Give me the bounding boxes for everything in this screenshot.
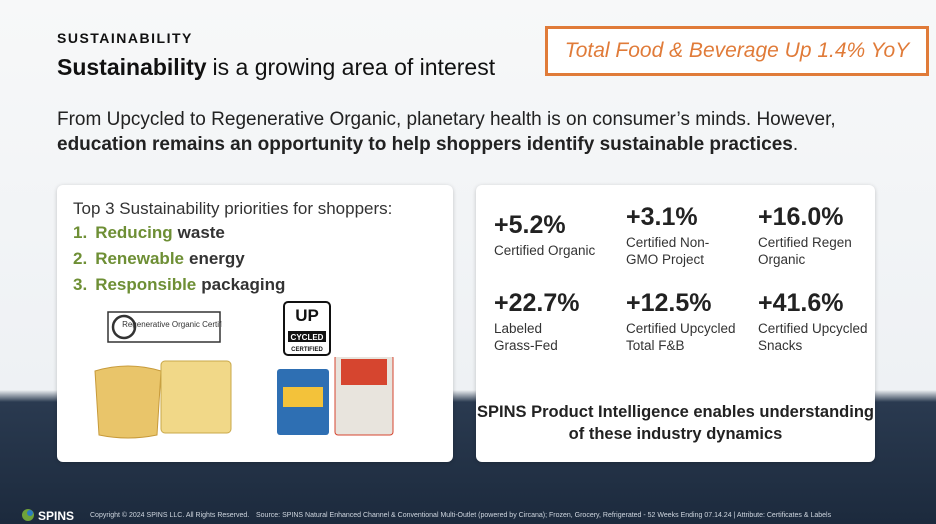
stat-label-line: Certified Upcycled (626, 321, 736, 336)
upcycled-badge: UP CYCLED CERTIFIED (283, 301, 331, 356)
stat-label: Certified Upcycled Snacks (758, 320, 883, 354)
priority-item: 1. Reducing waste (73, 223, 225, 243)
priority-highlight: Responsible (95, 275, 197, 294)
stat-label-line: Total F&B (626, 338, 685, 353)
footer-source: Source: SPINS Natural Enhanced Channel &… (256, 512, 832, 519)
stat-label-line: GMO Project (626, 252, 705, 267)
priorities-title: Top 3 Sustainability priorities for shop… (73, 199, 393, 218)
upcycled-certified: CERTIFIED (291, 347, 323, 353)
priority-item: 2. Renewable energy (73, 249, 245, 269)
intro-end: . (792, 134, 799, 155)
stat-value: +12.5% (626, 289, 712, 317)
stat-value: +22.7% (494, 289, 580, 317)
stat: +5.2% Certified Organic (494, 211, 619, 259)
stat: +41.6% Certified Upcycled Snacks (758, 289, 883, 354)
intro: From Upcycled to Regenerative Organic, p… (57, 107, 907, 157)
stat: +3.1% Certified Non- GMO Project (626, 203, 751, 268)
intro-bold: education remains an opportunity to help… (57, 134, 793, 155)
stat-label-line: Labeled (494, 321, 543, 336)
stat-label: Labeled Grass-Fed (494, 320, 619, 354)
regen-badge-text: Regenerative Organic Certified (122, 320, 222, 329)
stat-label-line: Certified Regen (758, 235, 852, 250)
priority-highlight: Reducing (95, 223, 173, 242)
priority-rest: packaging (201, 275, 286, 294)
stat-label: Certified Non- GMO Project (626, 234, 751, 268)
priority-number: 1. (73, 223, 88, 242)
stat-label-line: Grass-Fed (494, 338, 558, 353)
title-rest: is a growing area of interest (212, 54, 496, 80)
priority-number: 2. (73, 249, 88, 268)
priority-item: 3. Responsible packaging (73, 275, 285, 295)
priority-rest: energy (189, 249, 245, 268)
stats-card: SPINS Product Intelligence enables under… (476, 185, 875, 462)
product-images (94, 357, 394, 439)
intro-text: From Upcycled to Regenerative Organic, p… (57, 109, 836, 130)
stat: +12.5% Certified Upcycled Total F&B (626, 289, 751, 354)
stat-label-line: Certified Upcycled (758, 321, 868, 336)
stat-label: Certified Upcycled Total F&B (626, 320, 751, 354)
priority-highlight: Renewable (95, 249, 184, 268)
stat: +22.7% Labeled Grass-Fed (494, 289, 619, 354)
footer-logo-icon (22, 509, 34, 521)
footer-logo: SPINS (38, 509, 75, 523)
regen-badge: Regenerative Organic Certified (107, 311, 222, 343)
stat: +16.0% Certified Regen Organic (758, 203, 883, 268)
priority-number: 3. (73, 275, 88, 294)
slide-title: Sustainability is a growing area of inter… (57, 54, 495, 81)
stat-value: +5.2% (494, 211, 566, 239)
stat-value: +41.6% (758, 289, 844, 317)
stat-value: +16.0% (758, 203, 844, 231)
upcycled-cycled: CYCLED (291, 333, 324, 342)
stat-label-line: Certified Non- (626, 235, 710, 250)
priority-rest: waste (177, 223, 225, 242)
footer-copyright: Copyright © 2024 SPINS LLC. All Rights R… (90, 512, 250, 519)
upcycled-up: UP (295, 306, 319, 325)
stat-value: +3.1% (626, 203, 698, 231)
eyebrow: SUSTAINABILITY (57, 30, 193, 46)
stat-label-line: Certified Organic (494, 243, 596, 258)
priorities-card: Top 3 Sustainability priorities for shop… (57, 185, 453, 462)
title-bold: Sustainability (57, 54, 207, 80)
stat-label-line: Organic (758, 252, 806, 267)
stat-label-line: Snacks (758, 338, 803, 353)
callout: Total Food & Beverage Up 1.4% YoY (545, 26, 929, 76)
stats-footer: SPINS Product Intelligence enables under… (477, 403, 874, 443)
footer: SPINS Copyright © 2024 SPINS LLC. All Ri… (0, 506, 936, 524)
stat-label: Certified Regen Organic (758, 234, 883, 268)
stat-label: Certified Organic (494, 242, 619, 259)
